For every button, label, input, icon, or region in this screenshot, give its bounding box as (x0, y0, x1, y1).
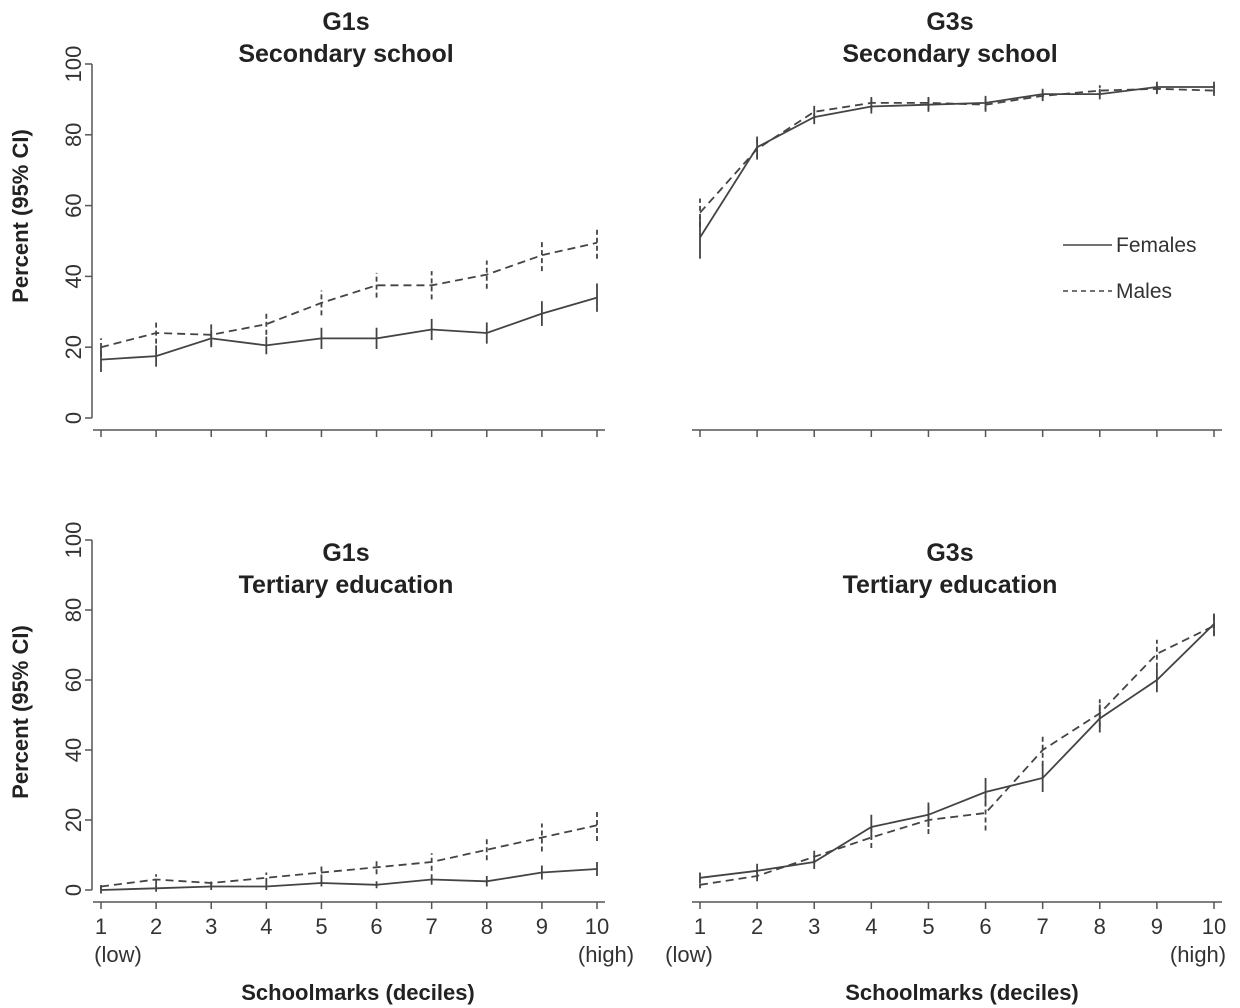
panel-subtitle: Tertiary education (843, 571, 1058, 599)
x-tick-label: 2 (150, 914, 162, 939)
series-females (100, 283, 598, 372)
legend-label-males: Males (1116, 280, 1172, 303)
panel-g3s-tertiary: G3s Tertiary education Schoolmarks (deci… (665, 539, 1226, 1005)
panel-g1s-secondary: G1s Secondary school Percent (95% CI) 0 2… (8, 8, 605, 437)
y-tick-label: 20 (61, 335, 86, 359)
y-axis: 0 20 40 60 80 100 (61, 522, 93, 896)
y-tick-label: 100 (61, 522, 86, 559)
series-females (699, 81, 1215, 259)
series-line (100, 296, 598, 361)
x-tick-label: 9 (536, 914, 548, 939)
x-tick-label: 6 (979, 914, 991, 939)
x-axis: 1 2 3 4 5 6 7 8 9 10 (93, 901, 609, 939)
x-tick-note-low: (low) (665, 942, 713, 967)
legend: Females Males (1063, 234, 1197, 303)
x-axis: 1 2 3 4 5 6 7 8 9 10 (692, 901, 1226, 939)
panel-g1s-tertiary: G1s Tertiary education Percent (95% CI) … (8, 522, 634, 1005)
panel-subtitle: Secondary school (842, 40, 1057, 68)
series-males (100, 809, 598, 890)
y-tick-label: 40 (61, 738, 86, 762)
panel-subtitle: Tertiary education (239, 571, 454, 599)
series-line (100, 241, 598, 349)
y-tick-label: 100 (61, 46, 86, 83)
panel-title: G1s (322, 539, 369, 567)
x-tick-label: 8 (1094, 914, 1106, 939)
y-tick-label: 80 (61, 598, 86, 622)
x-tick-label: 5 (922, 914, 934, 939)
x-axis-label: Schoolmarks (deciles) (241, 980, 475, 1005)
x-axis (93, 429, 605, 437)
panel-title: G1s (322, 8, 369, 36)
x-tick-label: 1 (95, 914, 107, 939)
y-tick-label: 80 (61, 123, 86, 147)
y-axis: 0 20 40 60 80 100 (61, 46, 93, 424)
series-line (699, 86, 1214, 238)
x-tick-label: 2 (751, 914, 763, 939)
panel-g3s-secondary: G3s Secondary school Females Males (692, 8, 1222, 437)
y-tick-label: 0 (61, 412, 86, 424)
x-axis-label: Schoolmarks (deciles) (845, 980, 1079, 1005)
y-tick-label: 20 (61, 808, 86, 832)
y-tick-label: 60 (61, 668, 86, 692)
x-tick-label: 3 (205, 914, 217, 939)
x-tick-label: 7 (1037, 914, 1049, 939)
panel-subtitle: Secondary school (238, 40, 453, 68)
x-tick-label: 3 (808, 914, 820, 939)
y-tick-label: 60 (61, 193, 86, 217)
series-males (100, 226, 598, 357)
series-line (699, 87, 1215, 214)
series-line (699, 624, 1215, 886)
x-tick-label: 10 (585, 914, 609, 939)
y-axis-label: Percent (95% CI) (8, 129, 33, 303)
x-tick-note-high: (high) (1170, 942, 1226, 967)
x-tick-label: 4 (865, 914, 877, 939)
panel-title: G3s (926, 539, 973, 567)
x-tick-label: 10 (1202, 914, 1226, 939)
y-axis-label: Percent (95% CI) (8, 625, 33, 799)
x-axis (692, 429, 1222, 437)
x-tick-label: 9 (1151, 914, 1163, 939)
y-tick-label: 40 (61, 264, 86, 288)
x-tick-label: 8 (481, 914, 493, 939)
series-males (699, 615, 1215, 889)
x-tick-label: 7 (426, 914, 438, 939)
x-tick-note-high: (high) (578, 942, 634, 967)
series-females (100, 862, 598, 894)
x-tick-note-low: (low) (94, 942, 142, 967)
y-tick-label: 0 (61, 884, 86, 896)
x-tick-label: 5 (315, 914, 327, 939)
series-females (699, 613, 1215, 883)
panel-title: G3s (926, 8, 973, 36)
series-line (699, 623, 1215, 879)
x-tick-label: 4 (260, 914, 272, 939)
x-tick-label: 1 (694, 914, 706, 939)
series-line (100, 824, 598, 888)
x-tick-label: 6 (370, 914, 382, 939)
legend-label-females: Females (1116, 234, 1197, 257)
series-line (100, 868, 598, 891)
series-males (699, 83, 1215, 227)
